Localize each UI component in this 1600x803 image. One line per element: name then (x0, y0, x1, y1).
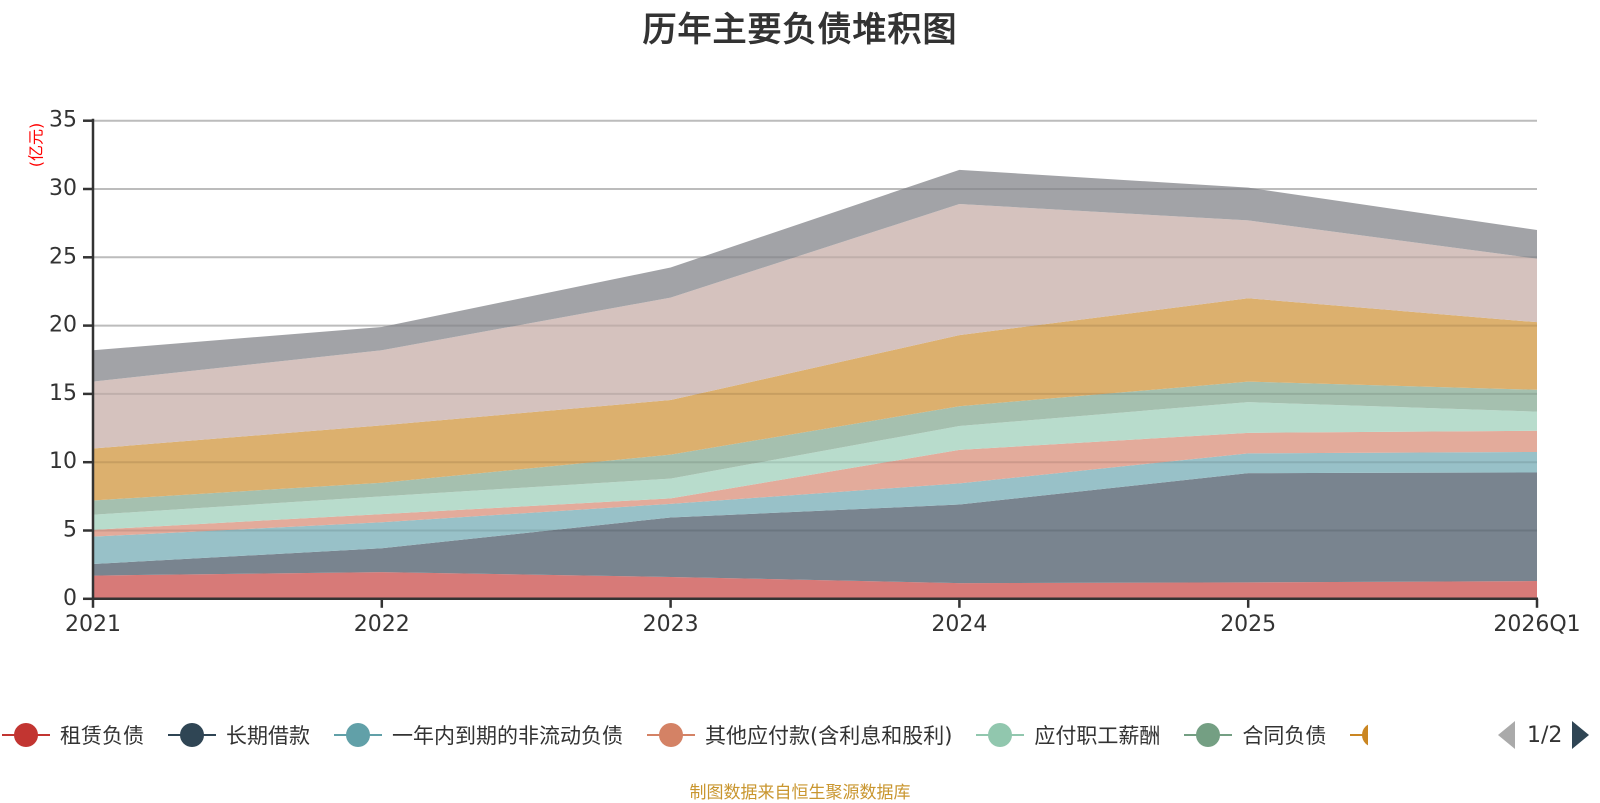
legend-label: 长期借款 (226, 724, 310, 748)
legend-marker-icon (332, 722, 384, 748)
y-tick-label: 35 (49, 108, 77, 133)
legend-next-page-icon[interactable] (1572, 721, 1590, 749)
legend-marker-icon (974, 722, 1026, 748)
area-series-0[interactable] (93, 572, 1537, 599)
legend-item[interactable]: 一年内到期的非流动负债 (332, 720, 623, 750)
legend-prev-page-icon[interactable] (1498, 721, 1515, 749)
area-series-8[interactable] (93, 169, 1537, 382)
source-note: 制图数据来自恒生聚源数据库 (689, 783, 911, 803)
legend-item-partial[interactable] (1348, 722, 1369, 748)
y-tick-label: 10 (49, 449, 77, 474)
area-series-7[interactable] (93, 204, 1537, 449)
legend-label: 一年内到期的非流动负债 (392, 724, 623, 748)
area-series-4[interactable] (93, 402, 1537, 530)
legend-marker-icon (0, 722, 52, 748)
x-tick-label: 2026Q1 (1493, 612, 1580, 637)
stacked-areas (93, 119, 1537, 599)
area-series-5[interactable] (93, 381, 1537, 515)
legend: 租赁负债 长期借款 一年内到期的非流动负债 其他应付款(含利息和股利) 应付职工薪酬 合同… (0, 718, 1600, 752)
legend-page-indicator: 1/2 (1527, 722, 1563, 748)
x-tick-label: 2025 (1220, 612, 1276, 637)
legend-marker-icon (1182, 722, 1234, 748)
chart-title: 历年主要负债堆积图 (642, 10, 958, 50)
legend-marker-icon (1348, 722, 1369, 748)
y-tick-label: 5 (63, 518, 77, 543)
x-tick-label: 2024 (931, 612, 987, 637)
x-tick-label: 2022 (354, 612, 410, 637)
legend-marker-icon (645, 722, 697, 748)
y-axis-label: (亿元) (27, 123, 46, 168)
legend-item[interactable]: 应付职工薪酬 (974, 720, 1160, 750)
y-tick-label: 20 (49, 313, 77, 338)
y-tick-label: 30 (49, 176, 77, 201)
area-series-3[interactable] (93, 430, 1537, 537)
legend-item[interactable]: 合同负债 (1182, 720, 1326, 750)
legend-label: 合同负债 (1242, 724, 1327, 748)
legend-label: 其他应付款(含利息和股利) (705, 724, 953, 748)
legend-item[interactable]: 长期借款 (166, 720, 310, 750)
x-tick-label: 2021 (65, 612, 121, 637)
area-series-2[interactable] (93, 451, 1537, 564)
y-tick-label: 15 (49, 381, 77, 406)
legend-marker-icon (166, 722, 218, 748)
y-tick-label: 25 (49, 244, 77, 269)
y-tick-label: 0 (63, 586, 77, 611)
legend-pager: 1/2 (1498, 718, 1600, 752)
legend-label: 租赁负债 (60, 724, 144, 748)
x-tick-label: 2023 (643, 612, 699, 637)
area-series-1[interactable] (93, 472, 1537, 584)
legend-label: 应付职工薪酬 (1034, 724, 1161, 748)
legend-item[interactable]: 其他应付款(含利息和股利) (645, 720, 952, 750)
area-series-6[interactable] (93, 298, 1537, 501)
legend-item[interactable]: 租赁负债 (0, 720, 144, 750)
